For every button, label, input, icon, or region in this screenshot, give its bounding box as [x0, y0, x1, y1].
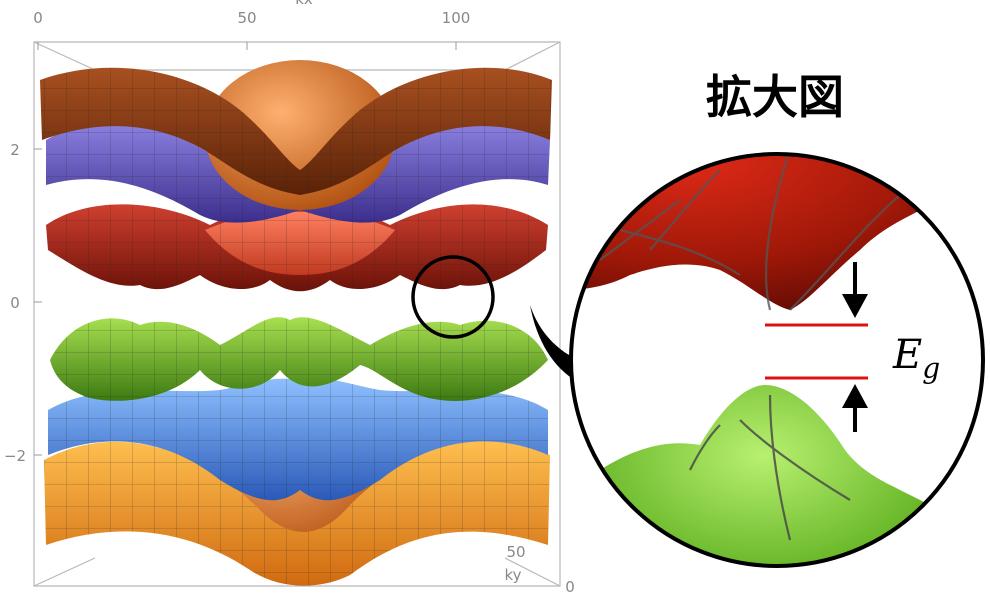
zoom-circle-border: [569, 152, 985, 568]
down-arrow-icon: [842, 262, 868, 318]
gap-highlight-circle: [411, 255, 495, 339]
plot-box-frame: [33, 41, 561, 587]
top-tick-label: 0: [33, 9, 43, 27]
bottom-tick-label: 0: [565, 578, 575, 595]
z-tick-label: 2: [10, 141, 20, 159]
band-lower-middle: [48, 378, 548, 501]
zoom-title: 拡大図: [706, 70, 844, 124]
bottom-axis-label: ky: [504, 566, 521, 584]
top-axis: 0 50 100 kx: [33, 0, 470, 50]
energy-gap-subscript: g: [922, 352, 940, 385]
up-arrow-icon: [842, 384, 868, 432]
energy-gap-symbol: E: [892, 332, 922, 378]
z-tick-label: 0: [10, 294, 20, 312]
band-upper-inner: [46, 203, 548, 292]
bottom-corner-tick: 50: [506, 543, 525, 561]
z-tick-label: −2: [4, 447, 26, 465]
band-lower-inner: [50, 317, 548, 401]
band-structure-plot: 0 50 100 kx 2 0 −2 50 ky 0: [4, 0, 575, 595]
top-tick-label: 50: [237, 9, 256, 27]
top-tick-label: 100: [442, 9, 471, 27]
top-axis-label: kx: [295, 0, 313, 8]
z-axis: 2 0 −2: [4, 141, 42, 465]
energy-gap-label: Eg: [892, 332, 940, 385]
band-upper-outer: [40, 60, 552, 210]
zoom-inset: 拡大図 Eg: [569, 70, 985, 568]
